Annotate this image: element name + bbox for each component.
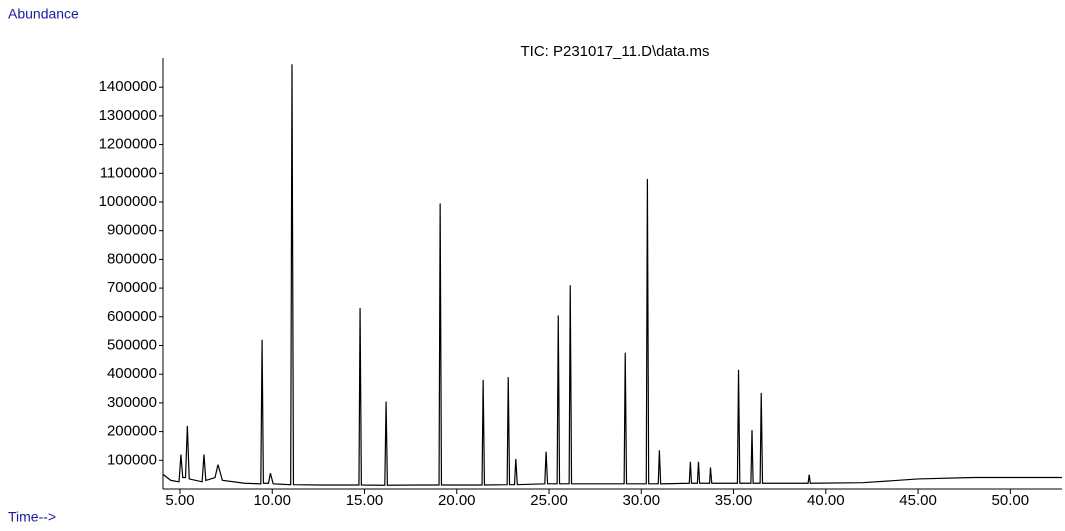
x-tick-label: 20.00 [438,492,476,509]
chart-title: TIC: P231017_11.D\data.ms [521,43,710,60]
y-tick-label: 900000 [107,222,157,239]
x-tick-label: 40.00 [807,492,845,509]
y-tick-label: 1400000 [99,78,157,95]
y-tick-label: 1300000 [99,107,157,124]
x-tick-label: 35.00 [715,492,753,509]
signal-line [163,64,1062,486]
y-axis-label: Abundance [8,6,79,22]
x-tick-label: 25.00 [530,492,568,509]
x-tick-label: 15.00 [346,492,384,509]
x-axis-label: Time--> [8,509,56,525]
y-tick-label: 600000 [107,308,157,325]
x-tick-label: 5.00 [165,492,194,509]
y-tick-label: 1200000 [99,136,157,153]
y-tick-label: 700000 [107,279,157,296]
x-tick-label: 30.00 [623,492,661,509]
y-tick-label: 800000 [107,250,157,267]
y-tick-label: 300000 [107,394,157,411]
y-tick-label: 100000 [107,451,157,468]
x-tick-label: 45.00 [899,492,937,509]
y-tick-label: 500000 [107,336,157,353]
y-tick-label: 1000000 [99,193,157,210]
y-tick-label: 400000 [107,365,157,382]
x-tick-label: 50.00 [992,492,1030,509]
y-tick-label: 1100000 [100,164,157,181]
y-tick-label: 200000 [107,423,157,440]
x-tick-label: 10.00 [253,492,291,509]
